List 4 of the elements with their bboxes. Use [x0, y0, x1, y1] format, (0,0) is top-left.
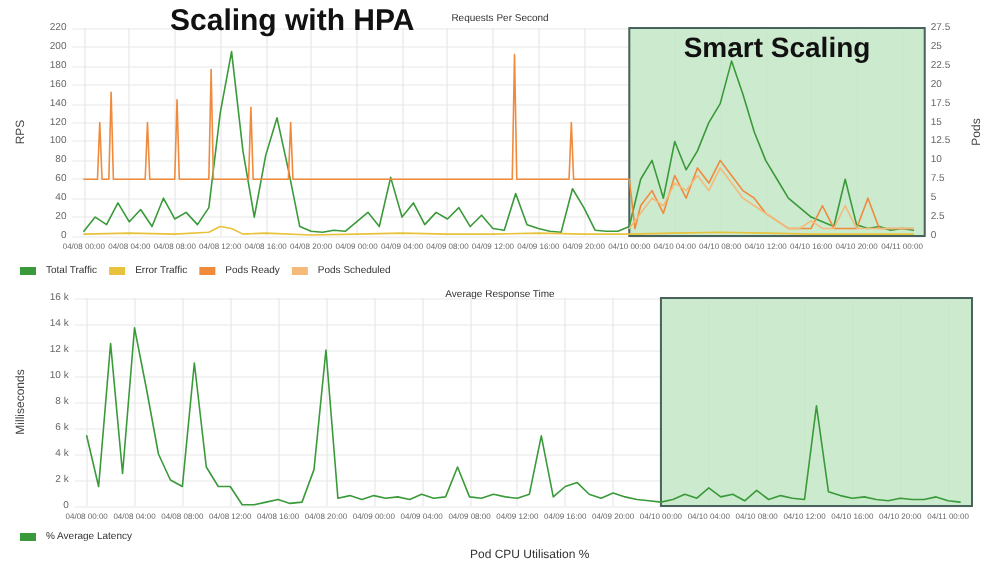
annotation: Scaling with HPA	[170, 4, 415, 38]
line-series	[628, 167, 915, 230]
band-label: Smart Scaling	[683, 31, 871, 63]
line-series	[85, 327, 961, 506]
